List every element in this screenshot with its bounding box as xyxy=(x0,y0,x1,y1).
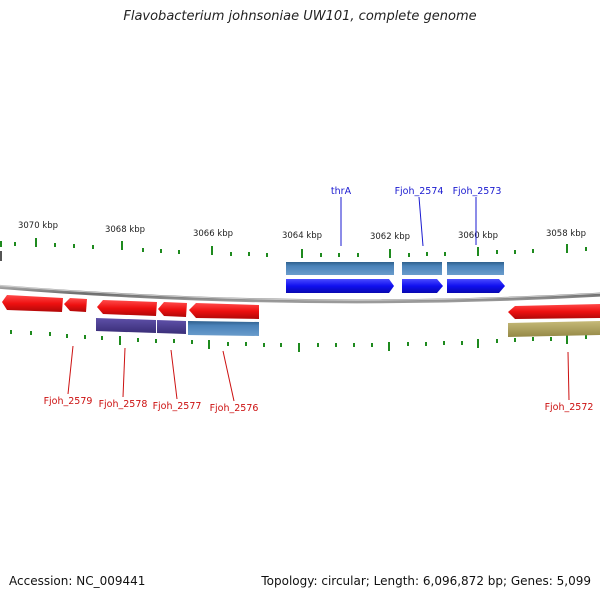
top-gene-labels: thrA Fjoh_2574 Fjoh_2573 xyxy=(331,186,502,197)
edge-marker xyxy=(0,251,2,261)
scale-labels: 3070 kbp 3068 kbp 3066 kbp 3064 kbp 3062… xyxy=(18,221,586,242)
bottom-leader-lines xyxy=(67,345,570,402)
outer-scale-ticks xyxy=(0,238,587,258)
scale-label-3068: 3068 kbp xyxy=(105,225,145,235)
feature-bar-fjoh-2572[interactable] xyxy=(508,321,600,337)
cds-arrow-fjoh-2579[interactable] xyxy=(2,295,63,312)
cds-arrow-fjoh-2577[interactable] xyxy=(158,302,187,317)
top-leader-lines xyxy=(340,196,477,247)
cds-arrow-fjoh-2574[interactable] xyxy=(402,279,443,293)
forward-feature-track xyxy=(286,262,504,275)
cds-arrow-fjoh-2578[interactable] xyxy=(97,300,157,316)
feature-bar-fjoh-2574[interactable] xyxy=(402,262,442,275)
forward-cds-track xyxy=(286,279,505,293)
gene-label-fjoh-2578[interactable]: Fjoh_2578 xyxy=(99,399,148,410)
feature-bar-fjoh-2573[interactable] xyxy=(447,262,504,275)
feature-bar-fjoh-2577[interactable] xyxy=(157,320,186,334)
genome-summary-text: Topology: circular; Length: 6,096,872 bp… xyxy=(261,574,591,588)
map-title: Flavobacterium johnsoniae UW101, complet… xyxy=(123,9,477,24)
cds-arrow-fjoh-2572[interactable] xyxy=(508,304,600,319)
gene-label-fjoh-2574[interactable]: Fjoh_2574 xyxy=(395,186,444,197)
scale-label-3058: 3058 kbp xyxy=(546,229,586,239)
scale-label-3060: 3060 kbp xyxy=(458,231,498,241)
inner-scale-ticks xyxy=(10,330,587,352)
reverse-feature-track xyxy=(96,318,600,337)
cds-arrow-thra[interactable] xyxy=(286,279,394,293)
cds-arrow-fjoh-2573[interactable] xyxy=(447,279,505,293)
gene-label-thra[interactable]: thrA xyxy=(331,186,352,197)
feature-bar-fjoh-2576[interactable] xyxy=(188,321,259,336)
bottom-gene-labels: Fjoh_2579 Fjoh_2578 Fjoh_2577 Fjoh_2576 … xyxy=(44,396,594,414)
reverse-cds-track xyxy=(2,295,600,319)
gene-label-fjoh-2576[interactable]: Fjoh_2576 xyxy=(210,403,259,414)
scale-label-3070: 3070 kbp xyxy=(18,221,58,231)
genome-backbone xyxy=(0,284,600,304)
feature-bar-thra[interactable] xyxy=(286,262,394,275)
accession-text: Accession: NC_009441 xyxy=(9,574,146,588)
cds-arrow-fjoh-2579b[interactable] xyxy=(64,298,87,312)
gene-label-fjoh-2579[interactable]: Fjoh_2579 xyxy=(44,396,93,407)
gene-label-fjoh-2572[interactable]: Fjoh_2572 xyxy=(545,402,594,413)
gene-label-fjoh-2577[interactable]: Fjoh_2577 xyxy=(153,401,202,412)
scale-label-3066: 3066 kbp xyxy=(193,229,233,239)
feature-bar-fjoh-2578[interactable] xyxy=(96,318,156,333)
cds-arrow-fjoh-2576[interactable] xyxy=(189,303,259,319)
scale-label-3064: 3064 kbp xyxy=(282,231,322,241)
scale-label-3062: 3062 kbp xyxy=(370,232,410,242)
gene-label-fjoh-2573[interactable]: Fjoh_2573 xyxy=(453,186,502,197)
